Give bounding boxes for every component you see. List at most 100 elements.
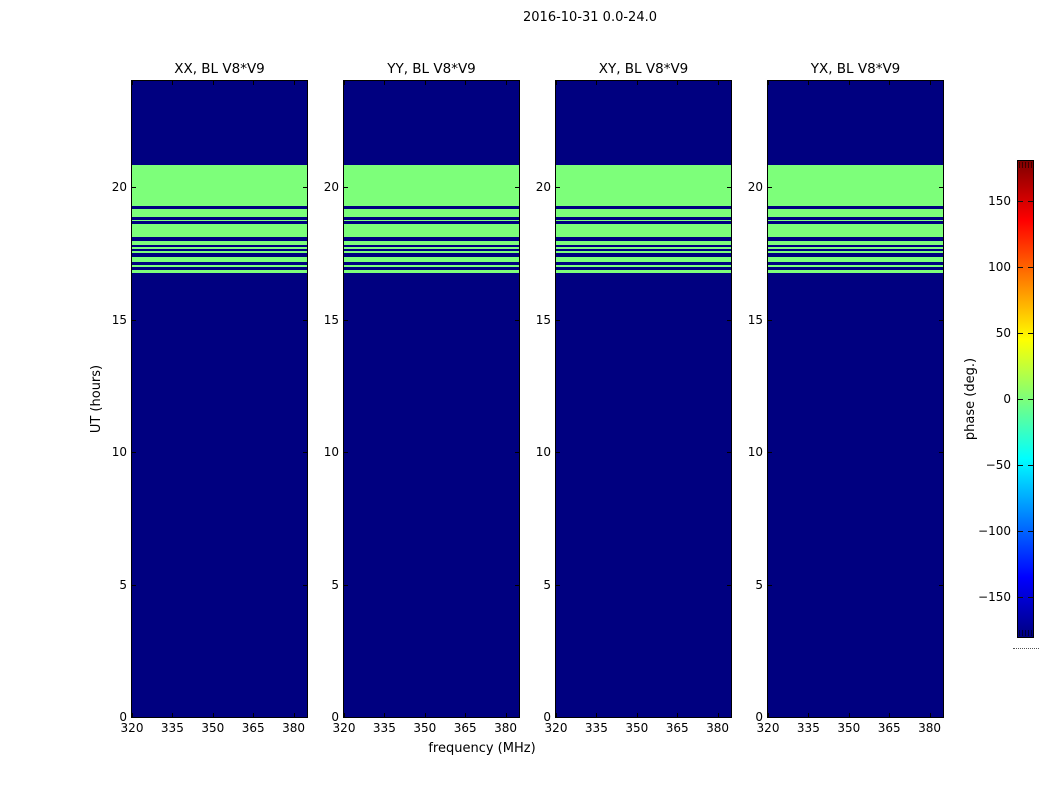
y-axis-tick [727, 187, 731, 188]
band-gap-stripe [768, 267, 943, 270]
x-axis-tick [465, 713, 467, 717]
colorbar-minor-ticks-bottom [1019, 630, 1032, 636]
x-axis-tick [636, 81, 638, 85]
x-axis-tick [848, 81, 850, 85]
x-axis-tick [132, 81, 133, 85]
y-axis-tick [727, 717, 731, 718]
y-axis-tick [515, 451, 519, 453]
colorbar-tick-label: −50 [985, 458, 1011, 473]
band-gap-stripe [768, 244, 943, 248]
x-axis-tick [808, 81, 810, 85]
y-tick-label: 5 [119, 577, 127, 592]
band-gap-stripe [768, 216, 943, 220]
y-axis-tick [768, 451, 772, 453]
x-axis-label: frequency (MHz) [428, 741, 536, 756]
band-gap-stripe [132, 249, 307, 252]
band-gap-stripe [556, 267, 731, 270]
y-axis-tick [303, 187, 307, 188]
y-tick-label: 20 [111, 180, 127, 194]
colorbar-tick [1018, 399, 1023, 400]
x-tick-label: 350 [413, 721, 437, 735]
y-axis-tick [939, 584, 943, 586]
y-axis-tick [303, 451, 307, 453]
band-gap-stripe [344, 244, 519, 248]
y-tick-label: 20 [747, 180, 763, 194]
y-axis-tick [132, 187, 136, 188]
band-gap-stripe [556, 216, 731, 220]
band-gap-stripe [556, 244, 731, 248]
x-tick-label: 320 [544, 721, 568, 735]
x-axis-tick [636, 713, 638, 717]
colorbar-tick-label: 150 [988, 193, 1011, 208]
subplot-xy-heatmap: XY, BL V8*V9 320 335 350 365 380 0 5 10 15 20 [536, 61, 732, 735]
y-axis-tick [939, 187, 943, 188]
band-gap-stripe [132, 220, 307, 224]
band-gap-stripe [768, 236, 943, 242]
x-axis-tick [889, 713, 891, 717]
colorbar-tick [1018, 266, 1023, 268]
y-axis-tick [515, 717, 519, 718]
y-axis-tick [556, 451, 560, 453]
colorbar-tick [1028, 465, 1033, 467]
subplot-title: XY, BL V8*V9 [598, 61, 689, 77]
y-tick-label: 5 [755, 577, 763, 592]
subplot-title: YX, BL V8*V9 [810, 61, 901, 77]
x-tick-label: 335 [160, 721, 184, 735]
y-axis-tick [727, 319, 731, 321]
band-gap-stripe [344, 249, 519, 252]
y-axis-tick [556, 717, 560, 718]
x-axis-tick [596, 713, 598, 717]
y-axis-tick [303, 717, 307, 718]
x-axis-tick [465, 81, 467, 85]
x-tick-label: 380 [706, 721, 729, 735]
y-tick-label: 15 [747, 312, 763, 327]
y-tick-label: 15 [323, 312, 339, 327]
y-axis-tick [515, 187, 519, 188]
y-axis-tick [939, 451, 943, 453]
x-axis-tick [293, 713, 295, 717]
x-tick-label: 350 [201, 721, 225, 735]
y-axis-tick [727, 451, 731, 453]
y-axis-tick [939, 717, 943, 718]
figure-title: 2016-10-31 0.0-24.0 [523, 10, 657, 25]
y-tick-label: 15 [535, 312, 551, 327]
colorbar-tick-label: 50 [995, 325, 1011, 340]
band-gap-stripe [556, 249, 731, 252]
x-axis-tick [344, 81, 345, 85]
x-tick-label: 380 [282, 721, 305, 735]
y-axis-tick [132, 584, 136, 586]
y-axis-tick [303, 584, 307, 586]
subplot-xx-heatmap: XX, BL V8*V9 320 335 350 365 380 0 5 10 15 20 [112, 61, 308, 735]
y-axis-tick [344, 717, 348, 718]
band-gap-stripe [556, 253, 731, 258]
y-axis-tick [344, 187, 348, 188]
colorbar-tick [1018, 200, 1023, 202]
colorbar-label: phase (deg.) [963, 357, 978, 441]
x-tick-label: 320 [756, 721, 780, 735]
x-axis-tick [808, 713, 810, 717]
y-axis-tick [556, 319, 560, 321]
colorbar: 150 100 50 0 −50 −100 −150 [978, 160, 1034, 638]
y-tick-label: 15 [111, 312, 127, 327]
y-tick-label: 20 [323, 180, 339, 194]
x-axis-tick [212, 81, 214, 85]
x-tick-label: 350 [625, 721, 649, 735]
y-tick-label: 0 [543, 710, 551, 724]
colorbar-tick-label: −100 [978, 524, 1011, 539]
x-axis-tick [717, 713, 719, 717]
y-axis-tick [515, 584, 519, 586]
colorbar-tick [1018, 597, 1023, 599]
colorbar-tick [1028, 332, 1033, 334]
x-axis-tick [717, 81, 719, 85]
x-axis-tick [768, 713, 769, 717]
x-axis-tick [172, 713, 174, 717]
y-axis-tick [344, 451, 348, 453]
y-axis-tick [344, 319, 348, 321]
x-tick-label: 320 [120, 721, 144, 735]
colorbar-tick-label: 100 [988, 259, 1011, 274]
band-gap-stripe [344, 261, 519, 266]
band-gap-stripe [556, 261, 731, 266]
x-axis-tick [293, 81, 295, 85]
subplot-title: YY, BL V8*V9 [387, 61, 476, 77]
colorbar-tick [1028, 200, 1033, 202]
